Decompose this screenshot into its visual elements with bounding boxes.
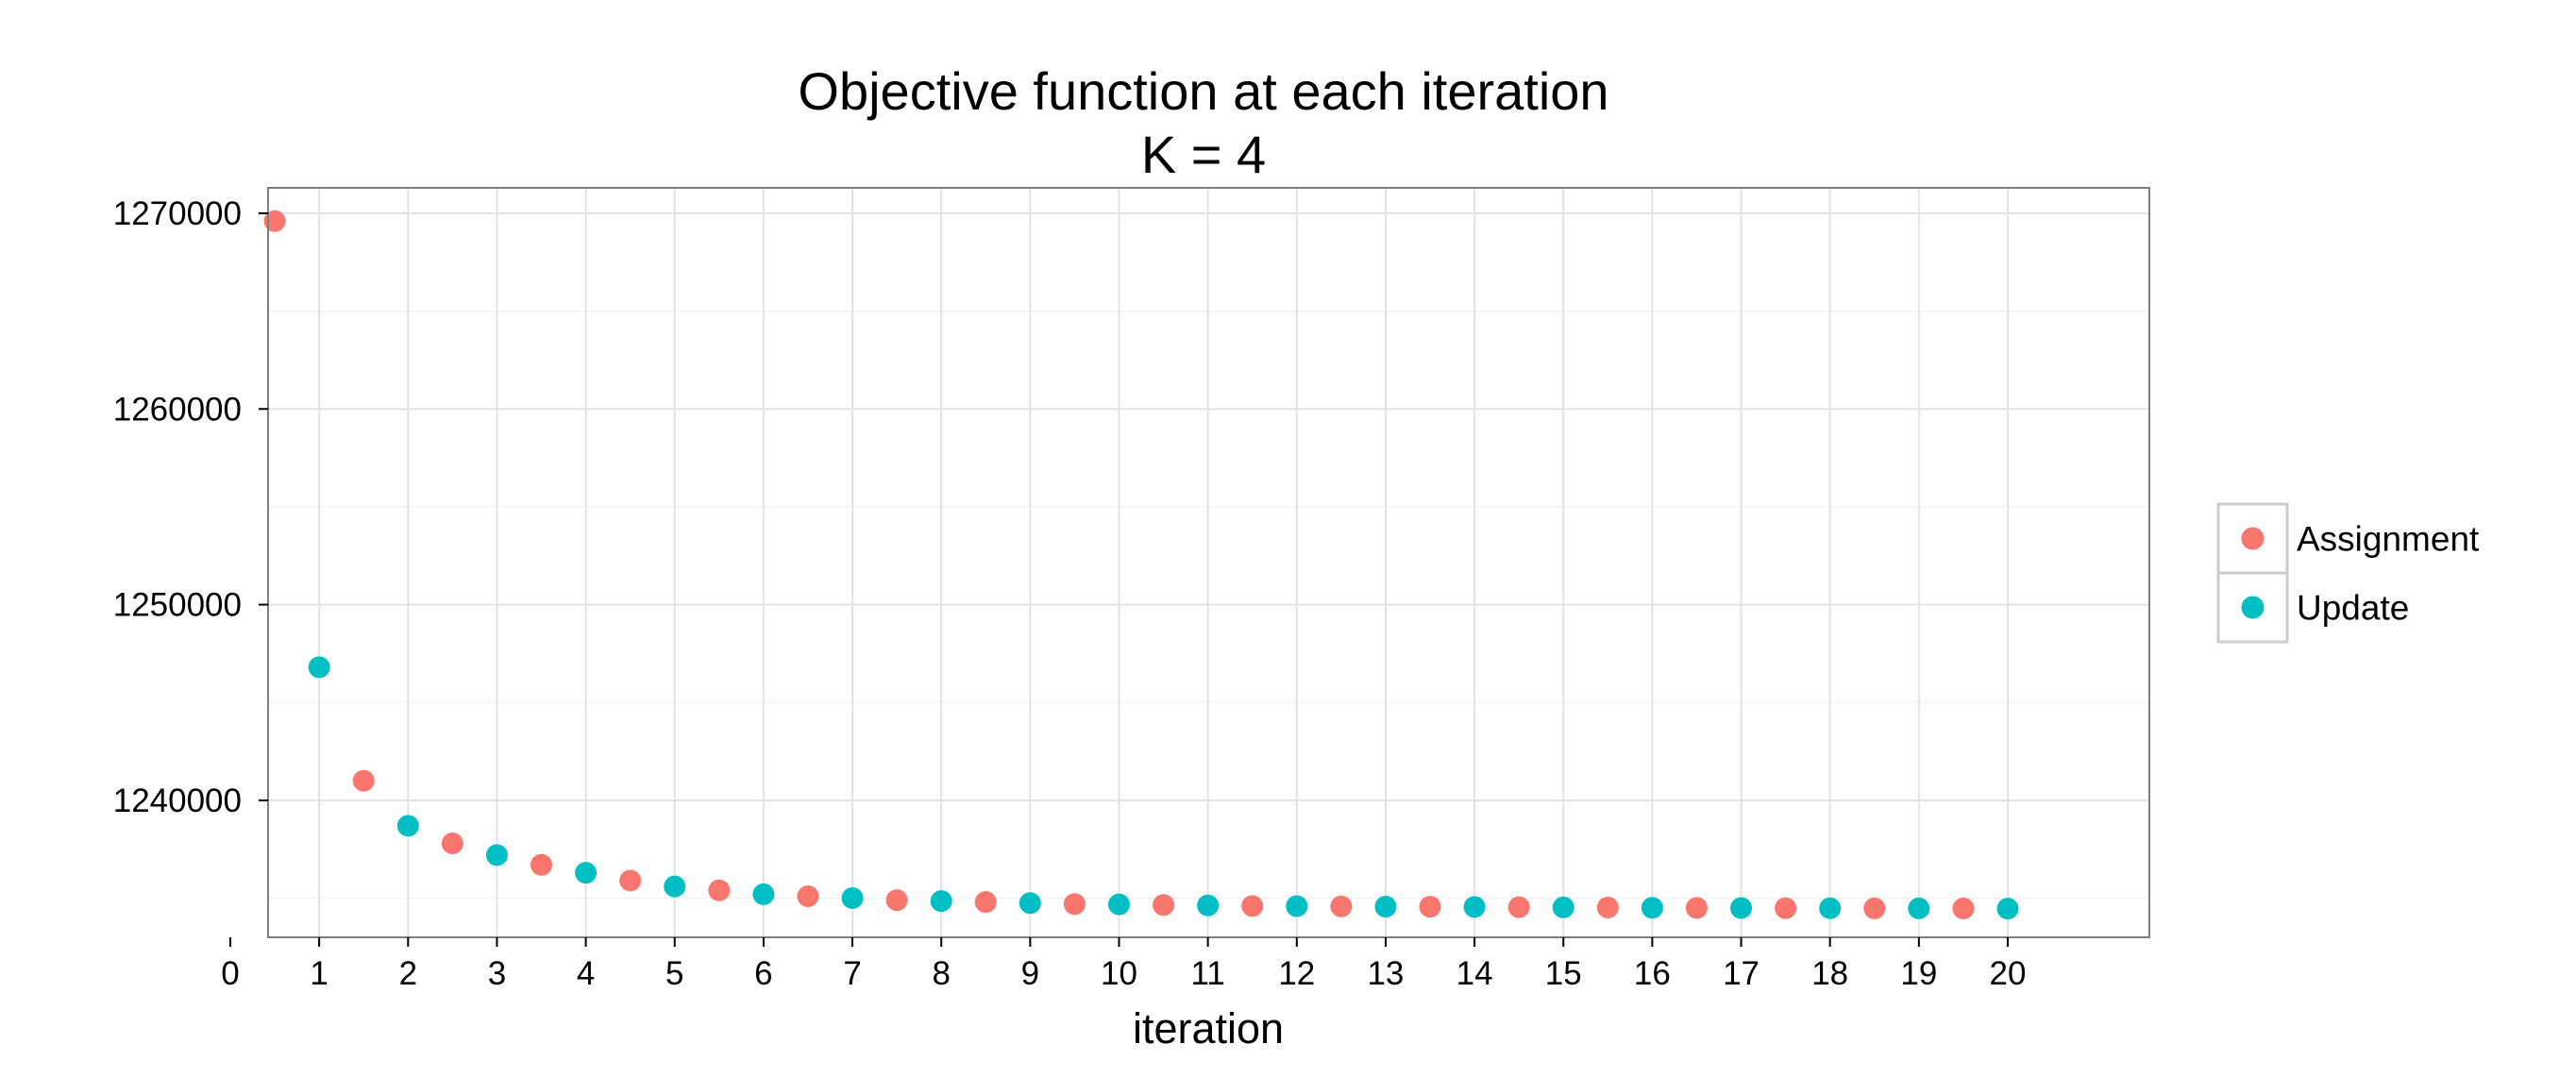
data-point-assignment <box>1153 894 1175 917</box>
data-point-update <box>1641 897 1663 919</box>
data-point-update <box>1108 893 1130 916</box>
data-point-update <box>752 883 775 905</box>
data-point-assignment <box>797 884 819 907</box>
legend-label-assignment: Assignment <box>2297 520 2480 559</box>
x-tick-label: 1 <box>310 955 328 992</box>
x-tick-label: 3 <box>488 955 506 992</box>
x-tick-label: 15 <box>1545 955 1582 992</box>
y-tick-label: 1270000 <box>113 195 242 232</box>
x-tick-label: 17 <box>1723 955 1759 992</box>
x-tick-label: 16 <box>1634 955 1671 992</box>
data-point-update <box>1730 897 1753 919</box>
chart-subtitle: K = 4 <box>1141 125 1266 184</box>
data-points <box>263 210 2019 920</box>
y-tick-label: 1250000 <box>113 587 242 624</box>
chart-title: Objective function at each iteration <box>798 61 1608 121</box>
x-tick-label: 13 <box>1367 955 1404 992</box>
data-point-update <box>1996 898 2019 920</box>
data-point-update <box>1552 896 1574 918</box>
x-tick-label: 11 <box>1190 955 1224 992</box>
data-point-update <box>1019 892 1041 915</box>
data-point-assignment <box>885 889 908 912</box>
data-point-update <box>1286 895 1308 917</box>
data-point-assignment <box>1241 895 1264 917</box>
x-tick-label: 19 <box>1900 955 1937 992</box>
data-point-assignment <box>1507 896 1530 918</box>
legend: Assignment Update <box>2216 502 2480 644</box>
x-axis-title: iteration <box>1133 1004 1284 1052</box>
data-point-assignment <box>1419 896 1441 918</box>
x-tick-label: 12 <box>1278 955 1315 992</box>
x-tick-label: 9 <box>1021 955 1039 992</box>
x-tick-label: 5 <box>665 955 683 992</box>
major-gridlines <box>268 188 2149 937</box>
data-point-update <box>930 890 952 913</box>
x-tick-label: 10 <box>1101 955 1137 992</box>
data-point-update <box>841 887 864 910</box>
x-tick-label: 8 <box>932 955 950 992</box>
data-point-assignment <box>1863 897 1886 919</box>
data-point-update <box>1463 896 1486 918</box>
x-tick-label: 7 <box>843 955 861 992</box>
data-point-assignment <box>1330 895 1353 917</box>
x-axis: 0 1 2 3 4 5 6 7 8 9 10 11 12 13 14 15 16 17 18 19 20 <box>221 937 2026 992</box>
y-tick-label: 1240000 <box>113 783 242 819</box>
x-tick-label: 18 <box>1811 955 1848 992</box>
x-tick-label: 20 <box>1990 955 2027 992</box>
data-point-update <box>485 844 508 867</box>
data-point-assignment <box>619 869 642 892</box>
x-tick-label: 6 <box>754 955 772 992</box>
data-point-assignment <box>974 891 997 914</box>
data-point-assignment <box>263 210 286 232</box>
x-tick-label: 2 <box>399 955 417 992</box>
data-point-assignment <box>1063 893 1086 916</box>
legend-swatch-assignment <box>2241 527 2265 550</box>
data-point-assignment <box>708 879 731 901</box>
data-point-update <box>396 815 419 837</box>
data-point-assignment <box>441 832 463 854</box>
data-point-update <box>575 862 598 884</box>
data-point-assignment <box>352 769 375 792</box>
data-point-assignment <box>1775 897 1797 919</box>
data-point-update <box>1374 895 1397 917</box>
y-tick-label: 1260000 <box>113 391 242 428</box>
data-point-assignment <box>1596 896 1619 918</box>
legend-swatch-update <box>2241 596 2265 619</box>
y-axis: 1240000 1250000 1260000 1270000 <box>113 195 268 819</box>
data-point-update <box>308 656 330 679</box>
data-point-assignment <box>1952 898 1975 920</box>
data-point-update <box>1197 894 1220 917</box>
legend-label-update: Update <box>2297 589 2409 628</box>
data-point-assignment <box>1685 897 1708 919</box>
x-tick-label: 14 <box>1456 955 1493 992</box>
x-tick-label: 0 <box>221 955 239 992</box>
data-point-assignment <box>530 853 553 876</box>
data-point-update <box>1908 897 1930 919</box>
x-tick-label: 4 <box>577 955 595 992</box>
data-point-update <box>664 875 686 898</box>
data-point-update <box>1819 897 1842 919</box>
